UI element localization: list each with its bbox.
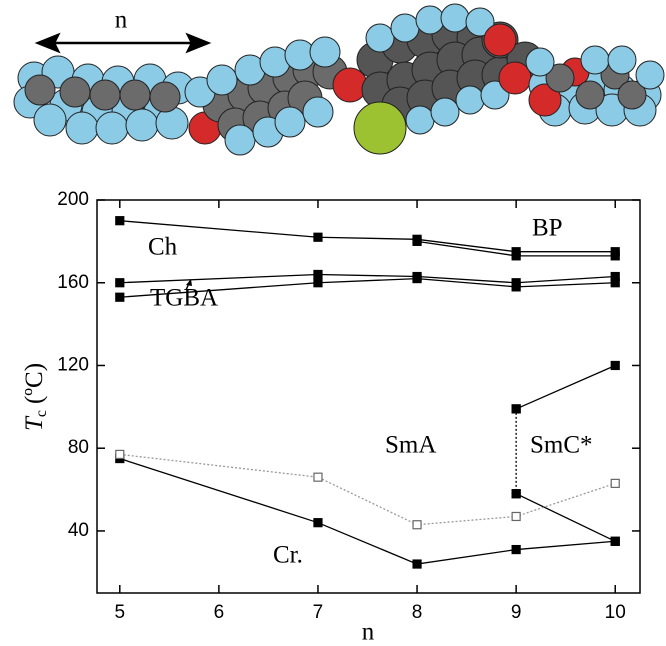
atom	[224, 124, 256, 156]
arrow-head	[34, 32, 61, 54]
annotation: Cr.	[273, 542, 303, 569]
point	[313, 232, 323, 242]
point	[115, 449, 125, 460]
atom	[33, 103, 67, 137]
atom	[302, 96, 334, 128]
atom	[390, 13, 420, 43]
atom	[525, 47, 555, 77]
y-label-unit: (ºC)	[21, 363, 48, 404]
atom	[607, 45, 637, 75]
atom	[332, 67, 368, 103]
atom	[365, 23, 395, 53]
atom	[59, 76, 91, 108]
atom	[125, 108, 159, 142]
series-line	[515, 364, 616, 410]
atom	[528, 83, 562, 117]
y-tick-label: 120	[57, 354, 89, 375]
series-line	[119, 453, 616, 526]
atom	[415, 5, 445, 35]
point	[511, 544, 521, 555]
annotation: SmA	[385, 432, 436, 459]
point	[610, 536, 620, 546]
atom	[309, 36, 341, 68]
atom	[498, 61, 532, 95]
point	[412, 274, 422, 284]
x-axis-label: n	[362, 619, 375, 646]
series-line	[515, 493, 616, 542]
atom	[483, 23, 517, 57]
atom	[119, 79, 151, 111]
annotation: TGBA	[150, 285, 218, 312]
series-line	[119, 457, 616, 565]
y-tick-label: 80	[68, 437, 89, 458]
x-tick-label: 7	[313, 602, 324, 623]
atom	[465, 7, 495, 37]
y-label-symbol: T	[21, 415, 48, 431]
point	[610, 360, 620, 371]
y-tick-label: 40	[68, 520, 89, 541]
atom	[545, 63, 575, 93]
point	[412, 559, 422, 569]
atom	[575, 80, 605, 110]
point	[412, 520, 422, 530]
atom	[580, 45, 610, 75]
point	[313, 269, 323, 280]
point	[313, 518, 323, 528]
y-axis-label: Tc (ºC)	[21, 363, 50, 431]
point	[313, 472, 323, 482]
point	[610, 278, 620, 288]
atom	[89, 79, 121, 111]
y-label-sub: c	[33, 410, 50, 417]
plot-frame	[96, 199, 641, 594]
point	[313, 278, 323, 288]
annotation: SmC*	[530, 432, 593, 459]
atom	[405, 105, 435, 135]
atom	[206, 64, 238, 96]
y-tick-label: 160	[57, 272, 89, 293]
atom	[635, 60, 665, 90]
point	[511, 404, 521, 414]
x-tick-label: 10	[605, 602, 626, 623]
atom	[353, 101, 407, 155]
molecule	[13, 3, 665, 156]
point	[115, 292, 125, 302]
length-arrow	[34, 32, 212, 54]
plot: 5 6 7 8 9 10 40 80 120 160 200	[57, 189, 640, 623]
point	[511, 282, 521, 292]
x-tick-label: 8	[412, 602, 423, 623]
atom	[430, 97, 460, 127]
atom	[617, 80, 647, 110]
point	[115, 278, 125, 288]
atom	[149, 81, 181, 113]
pointer-head	[186, 279, 192, 286]
atom	[274, 106, 306, 138]
atom	[65, 111, 99, 145]
annotation: BP	[532, 215, 563, 242]
x-tick-label: 5	[115, 602, 126, 623]
atom	[440, 3, 470, 33]
atom	[95, 111, 129, 145]
atom	[24, 74, 56, 106]
x-tick-label: 9	[511, 602, 522, 623]
annotation: Ch	[148, 234, 178, 261]
y-tick-label: 200	[57, 189, 89, 210]
point	[511, 251, 521, 261]
point	[610, 478, 620, 488]
atom	[455, 85, 485, 115]
series-line	[119, 273, 616, 284]
molecule-label: n	[115, 7, 128, 34]
x-tick-label: 6	[214, 602, 225, 623]
point	[511, 489, 521, 499]
point	[115, 216, 125, 226]
arrow-head	[185, 32, 212, 54]
point	[511, 511, 521, 522]
point	[610, 251, 620, 261]
point	[412, 236, 422, 246]
